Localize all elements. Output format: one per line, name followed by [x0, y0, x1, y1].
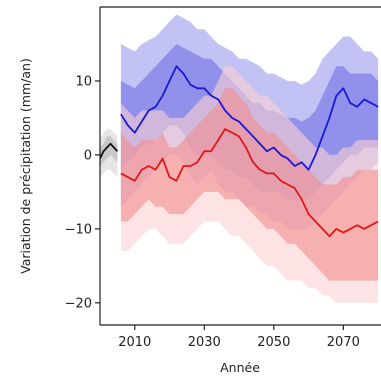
series-2-inner-band [100, 136, 118, 166]
x-tick-label-2010: 2010 [118, 335, 151, 350]
y-tick-label-0: 0 [84, 148, 92, 163]
x-axis-label: Année [220, 360, 260, 375]
y-tick-label--20: −20 [65, 296, 92, 311]
series-2 [100, 129, 118, 178]
axes [99, 6, 381, 326]
series-2-line [100, 142, 119, 159]
y-axis-label: Variation de précipitation (mm/an) [18, 58, 33, 274]
x-tick-label-2050: 2050 [257, 335, 290, 350]
series-1-inner-band [120, 88, 379, 281]
x-tick-label-2070: 2070 [327, 335, 360, 350]
ticks: 2010 2030 2050 2070 −20 −10 0 10 [65, 74, 360, 350]
series-0-line [120, 65, 379, 171]
series-1 [120, 66, 379, 303]
plot-area [100, 14, 379, 303]
x-tick-label-2030: 2030 [188, 335, 221, 350]
series-1-line [120, 128, 379, 238]
y-tick-label-10: 10 [75, 74, 92, 89]
y-tick-label--10: −10 [65, 222, 92, 237]
